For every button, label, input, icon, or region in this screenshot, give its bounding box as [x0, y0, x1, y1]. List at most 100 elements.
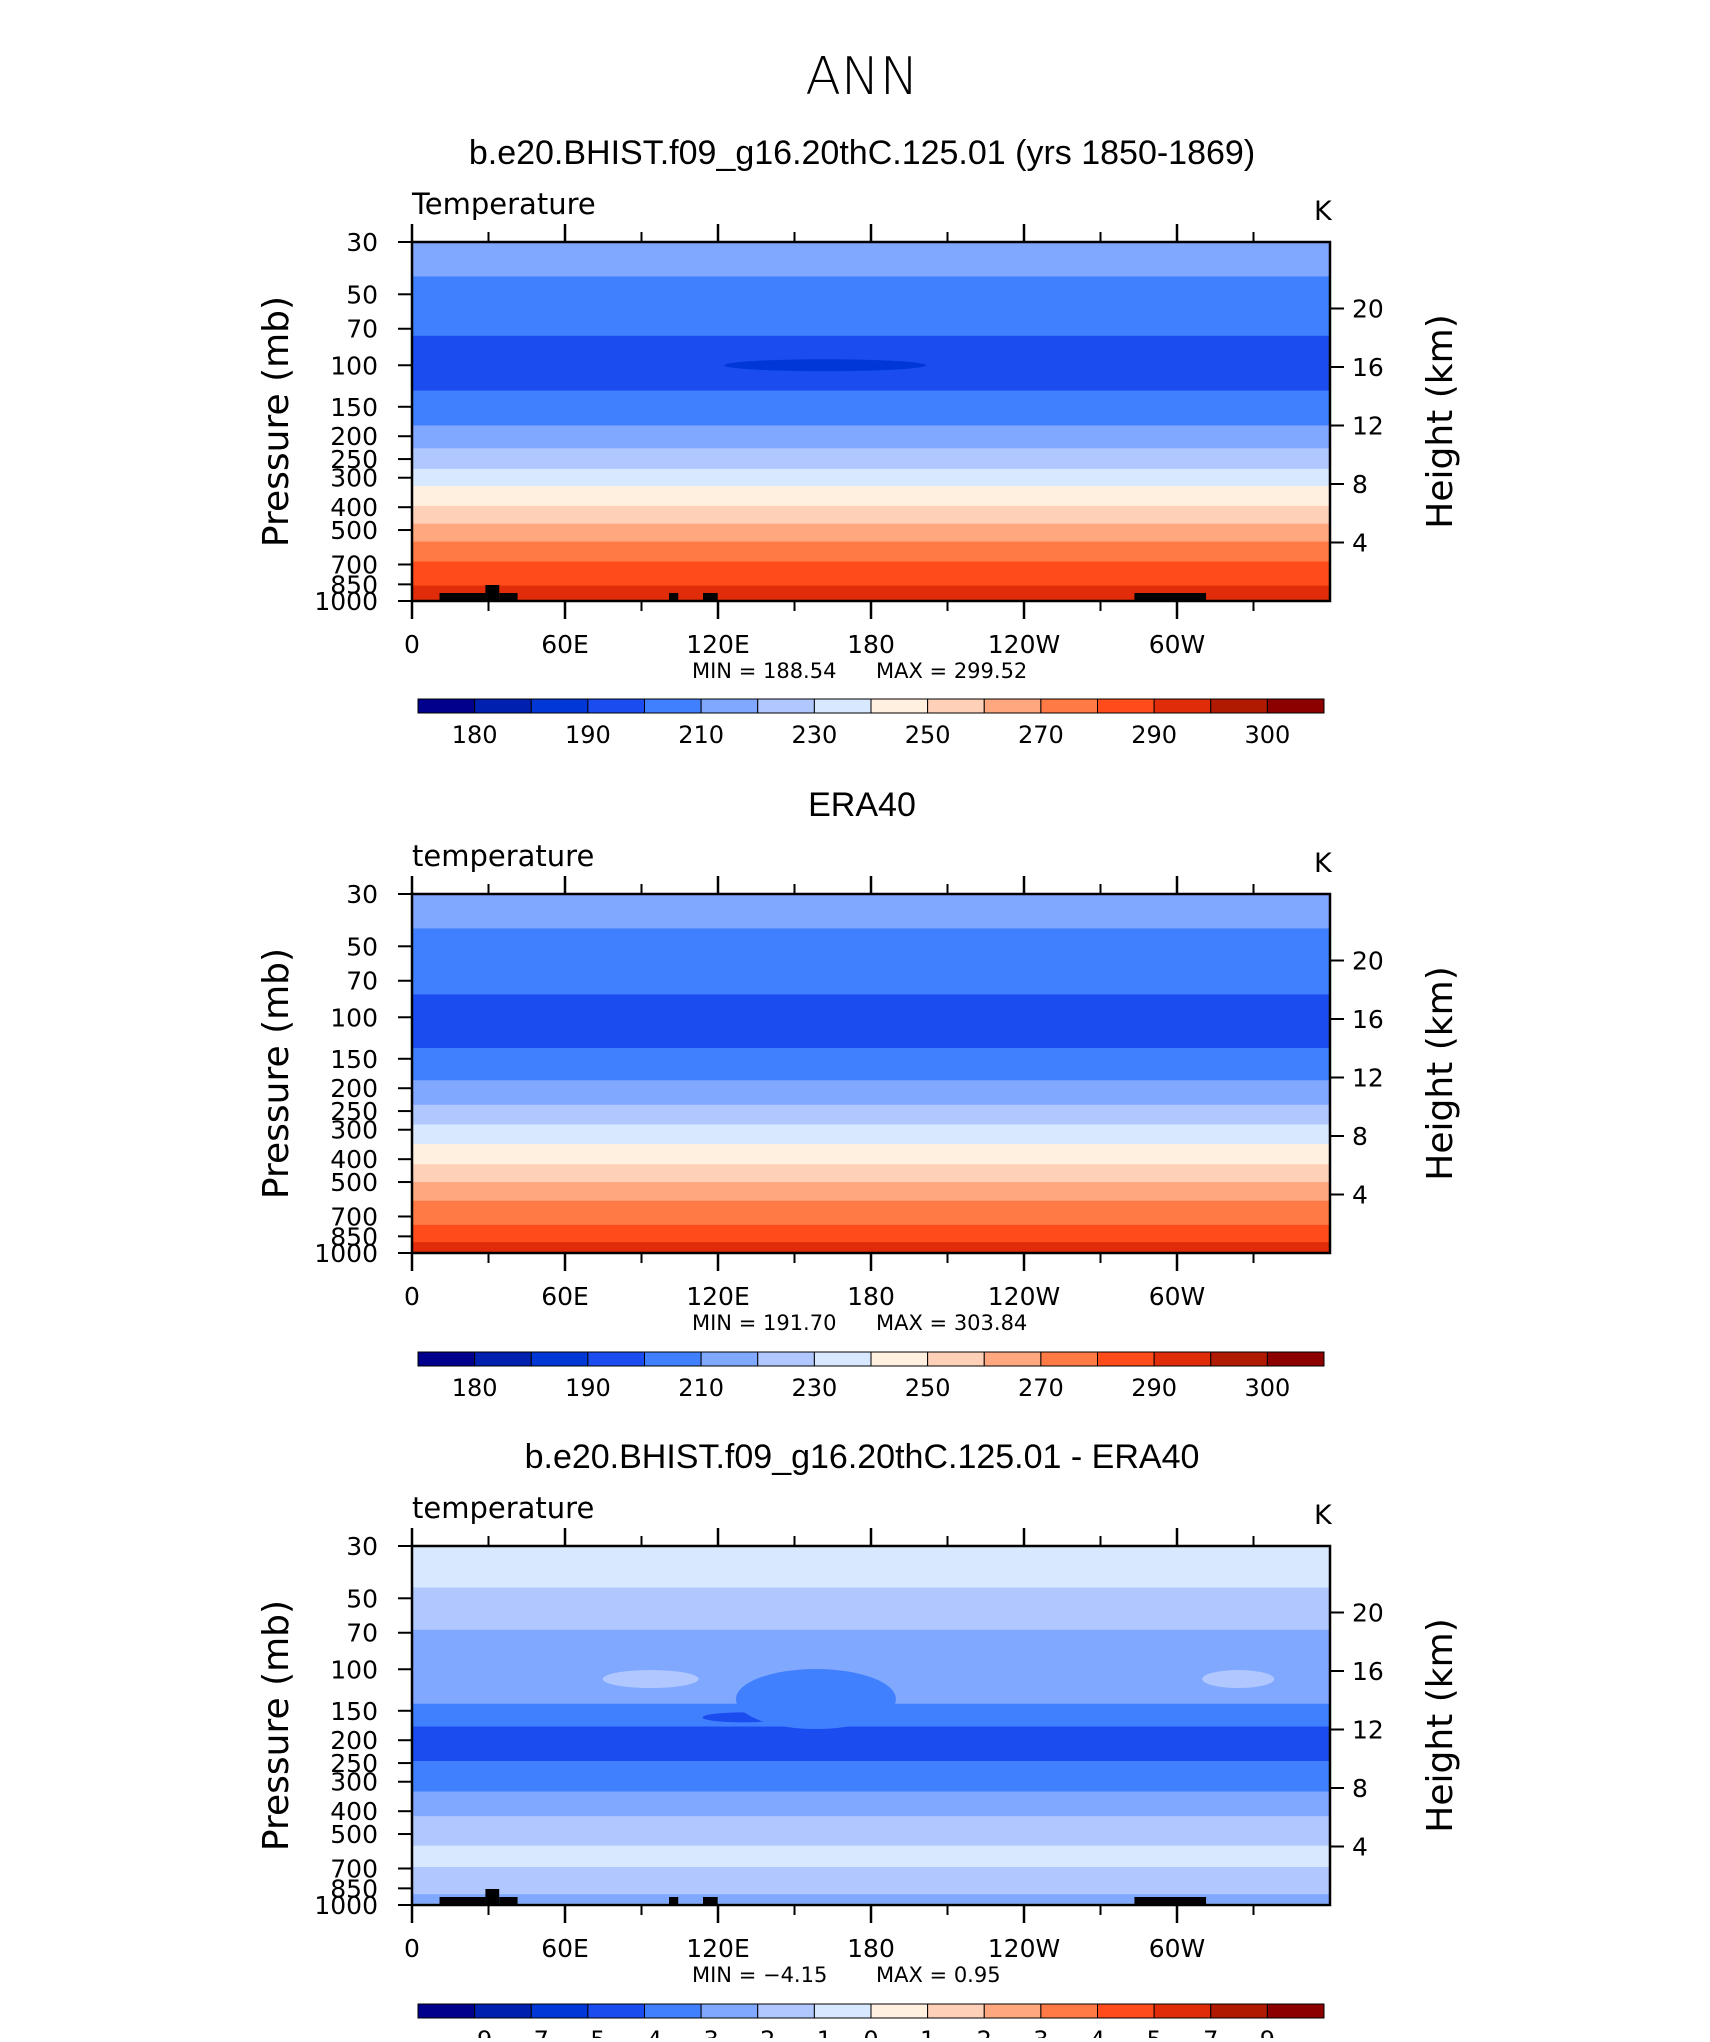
colorbar-swatch — [1040, 2003, 1098, 2019]
colorbar-label: 4 — [1090, 2026, 1105, 2038]
y2-tick-label: 16 — [1352, 1657, 1384, 1686]
variable-label: Temperature — [411, 187, 596, 221]
colorbar-swatch — [870, 1351, 929, 1367]
contour-blob-1 — [602, 1670, 699, 1689]
y2-tick-label: 4 — [1352, 1180, 1368, 1209]
x-tick-label: 60E — [541, 1282, 589, 1311]
plot-area — [412, 1546, 1330, 1905]
colorbar-swatch — [587, 698, 645, 714]
contour-band-1 — [412, 1546, 1330, 1589]
contour-band-10 — [412, 523, 1330, 543]
topography-6 — [1134, 1897, 1207, 1905]
contour-band-8 — [412, 485, 1330, 507]
y-tick-label: 500 — [330, 1168, 378, 1197]
units-label: K — [1314, 196, 1333, 227]
variable-label: temperature — [412, 839, 594, 873]
topography-4 — [669, 593, 679, 601]
y2-tick-label: 8 — [1352, 470, 1368, 499]
colorbar-swatch — [474, 698, 532, 714]
y-tick-label: 300 — [330, 1768, 378, 1797]
plot-area — [412, 242, 1330, 601]
colorbar-swatch — [813, 698, 872, 714]
x-tick-label: 60E — [541, 630, 589, 659]
y-tick-label: 50 — [346, 932, 378, 961]
colorbar-swatch — [1266, 698, 1325, 714]
colorbar-swatch — [1153, 2003, 1212, 2019]
y-tick-label: 700 — [330, 1854, 378, 1883]
contour-band-9 — [412, 1845, 1330, 1868]
y2-tick-label: 4 — [1352, 1832, 1368, 1861]
colorbar-label: −7 — [514, 2026, 549, 2038]
y-tick-label: 250 — [330, 445, 378, 474]
x-tick-label: 0 — [404, 1934, 420, 1963]
y-tick-label: 850 — [330, 1222, 378, 1251]
colorbar-swatch — [1210, 698, 1268, 714]
colorbar-label: 290 — [1131, 1374, 1177, 1402]
units-label: K — [1314, 848, 1333, 879]
contour-band-8 — [412, 1816, 1330, 1847]
topography-6 — [1134, 593, 1207, 601]
y-tick-label: 100 — [330, 1003, 378, 1032]
y2-tick-label: 8 — [1352, 1774, 1368, 1803]
y2-tick-label: 20 — [1352, 294, 1384, 323]
colorbar-label: 210 — [678, 1374, 724, 1402]
y-tick-label: 300 — [330, 464, 378, 493]
colorbar-swatch — [1266, 1351, 1325, 1367]
colorbar-swatch — [983, 698, 1042, 714]
x-tick-label: 60W — [1149, 1282, 1206, 1311]
x-tick-label: 60W — [1149, 630, 1206, 659]
y-tick-label: 100 — [330, 1655, 378, 1684]
colorbar-label: 2 — [977, 2026, 992, 2038]
contour-band-3 — [412, 994, 1330, 1049]
y-tick-label: 200 — [330, 1074, 378, 1103]
y-tick-label: 850 — [330, 570, 378, 599]
contour-band-13 — [412, 1242, 1330, 1253]
colorbar-label: 180 — [452, 1374, 498, 1402]
colorbar-label: −3 — [683, 2026, 718, 2038]
y-tick-label: 70 — [346, 315, 378, 344]
colorbar-label: 180 — [452, 721, 498, 749]
y-tick-label: 50 — [346, 280, 378, 309]
contour-band-7 — [412, 1124, 1330, 1145]
colorbar-label: −9 — [457, 2026, 492, 2038]
y-tick-label: 50 — [346, 1584, 378, 1613]
colorbar-swatch — [870, 2003, 929, 2019]
colorbar-label: 270 — [1018, 1374, 1064, 1402]
chart-panel-1: b.e20.BHIST.f09_g16.20thC.125.01 (yrs 18… — [256, 134, 1461, 749]
y2-axis-title: Height (km) — [1420, 314, 1461, 528]
contour-band-12 — [412, 1224, 1330, 1243]
y2-tick-label: 12 — [1352, 1715, 1384, 1744]
colorbar-label: −4 — [627, 2026, 662, 2038]
topography-2 — [485, 1889, 500, 1905]
y-tick-label: 700 — [330, 1202, 378, 1231]
colorbar-swatch — [1097, 2003, 1155, 2019]
colorbar-swatch — [417, 1351, 476, 1367]
x-tick-label: 180 — [847, 630, 895, 659]
colorbar-swatch — [474, 2003, 532, 2019]
colorbar-label: 230 — [791, 1374, 837, 1402]
panel-title: ERA40 — [808, 786, 916, 824]
main-title: ANN — [805, 47, 918, 107]
units-label: K — [1314, 1500, 1333, 1531]
colorbar-swatch — [927, 2003, 985, 2019]
y-tick-label: 1000 — [314, 1239, 378, 1268]
contour-band-4 — [412, 390, 1330, 427]
colorbar-label: 290 — [1131, 721, 1177, 749]
x-tick-label: 60W — [1149, 1934, 1206, 1963]
colorbar-swatch — [644, 2003, 702, 2019]
y-tick-label: 150 — [330, 393, 378, 422]
y-tick-label: 250 — [330, 1749, 378, 1778]
contour-blob-4 — [735, 1669, 896, 1730]
x-tick-label: 120E — [686, 1934, 750, 1963]
y-axis-title: Pressure (mb) — [256, 1600, 297, 1851]
contour-band-4 — [412, 1047, 1330, 1081]
colorbar-label: 190 — [565, 1374, 611, 1402]
contour-band-6 — [412, 1104, 1330, 1126]
contour-band-6 — [412, 1761, 1330, 1793]
y-axis-title: Pressure (mb) — [256, 296, 297, 547]
y-tick-label: 150 — [330, 1697, 378, 1726]
colorbar-swatch — [1040, 1351, 1098, 1367]
contour-band-2 — [412, 1587, 1330, 1631]
